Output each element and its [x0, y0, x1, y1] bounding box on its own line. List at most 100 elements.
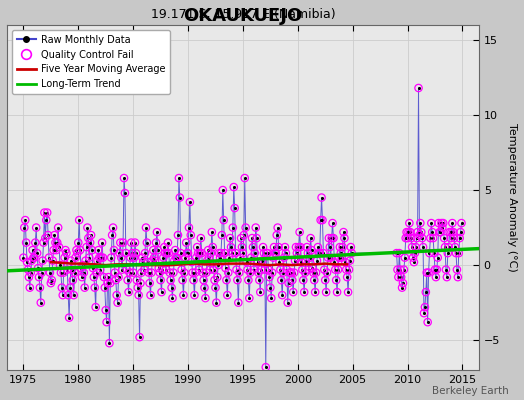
- Point: [160, 244, 168, 250]
- Point: [141, 250, 149, 256]
- Point: [106, 280, 114, 286]
- Point: [394, 274, 402, 280]
- Point: [333, 289, 341, 295]
- Point: [255, 277, 264, 283]
- Point: [326, 254, 335, 261]
- Point: [80, 270, 88, 276]
- Point: [424, 270, 433, 276]
- Point: [48, 277, 56, 283]
- Point: [248, 235, 256, 241]
- Point: [81, 258, 90, 264]
- Point: [140, 266, 148, 273]
- Point: [288, 277, 297, 283]
- Point: [233, 277, 242, 283]
- Point: [311, 289, 319, 295]
- Point: [267, 295, 276, 301]
- Point: [416, 220, 424, 226]
- Point: [429, 235, 438, 241]
- Point: [329, 235, 337, 241]
- Point: [129, 270, 137, 276]
- Point: [339, 244, 347, 250]
- Point: [253, 235, 261, 241]
- Point: [64, 292, 72, 298]
- Point: [158, 266, 167, 273]
- Point: [30, 254, 39, 261]
- Point: [253, 235, 261, 241]
- Point: [331, 266, 340, 273]
- Point: [62, 250, 71, 256]
- Point: [46, 270, 54, 276]
- Point: [166, 270, 174, 276]
- Point: [227, 244, 235, 250]
- Point: [310, 277, 319, 283]
- Point: [125, 270, 134, 276]
- Point: [56, 262, 64, 268]
- Point: [452, 250, 460, 256]
- Point: [77, 265, 85, 271]
- Point: [232, 250, 240, 256]
- Point: [326, 254, 335, 261]
- Point: [167, 284, 176, 291]
- Point: [447, 229, 456, 235]
- Point: [330, 259, 339, 265]
- Point: [51, 240, 60, 246]
- Point: [189, 277, 198, 283]
- Point: [424, 270, 433, 276]
- Point: [162, 266, 170, 273]
- Point: [422, 289, 430, 295]
- Point: [318, 194, 326, 201]
- Point: [215, 250, 223, 256]
- Point: [455, 235, 464, 241]
- Point: [114, 274, 123, 280]
- Point: [269, 254, 277, 261]
- Point: [285, 280, 293, 286]
- Point: [32, 224, 40, 231]
- Point: [103, 280, 112, 286]
- Point: [113, 300, 122, 306]
- Point: [242, 224, 250, 231]
- Point: [161, 250, 169, 256]
- Point: [444, 244, 453, 250]
- Point: [297, 244, 305, 250]
- Point: [231, 205, 239, 211]
- Point: [428, 229, 436, 235]
- Point: [346, 258, 354, 264]
- Point: [404, 229, 412, 235]
- Point: [322, 289, 330, 295]
- Point: [84, 235, 93, 241]
- Point: [179, 292, 188, 298]
- Point: [190, 292, 199, 298]
- Point: [232, 266, 241, 273]
- Point: [206, 250, 215, 256]
- Point: [288, 277, 297, 283]
- Point: [123, 266, 131, 273]
- Point: [310, 277, 319, 283]
- Point: [420, 310, 428, 316]
- Point: [45, 254, 53, 261]
- Point: [60, 254, 69, 261]
- Point: [290, 270, 298, 276]
- Point: [247, 254, 255, 261]
- Point: [340, 229, 348, 235]
- Point: [403, 235, 412, 241]
- Point: [248, 235, 256, 241]
- Point: [415, 232, 423, 238]
- Point: [277, 277, 286, 283]
- Point: [163, 240, 172, 246]
- Point: [260, 266, 269, 273]
- Point: [198, 250, 206, 256]
- Point: [318, 217, 326, 223]
- Point: [113, 292, 121, 298]
- Point: [56, 262, 64, 268]
- Point: [92, 270, 101, 276]
- Point: [280, 254, 288, 261]
- Point: [230, 184, 238, 190]
- Point: [169, 270, 178, 276]
- Point: [86, 240, 94, 246]
- Point: [392, 250, 401, 256]
- Point: [325, 244, 334, 250]
- Point: [43, 209, 51, 216]
- Point: [250, 250, 259, 256]
- Point: [168, 295, 177, 301]
- Point: [200, 284, 209, 291]
